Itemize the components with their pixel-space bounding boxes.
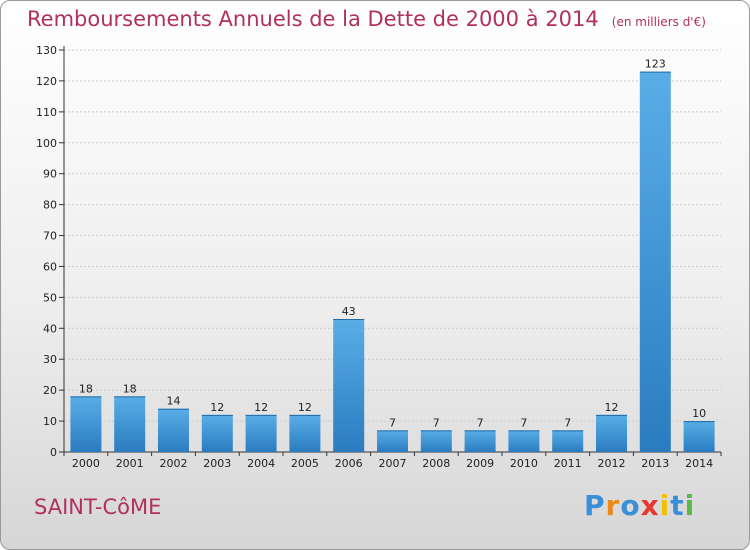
x-tick-label: 2009 [466, 457, 494, 470]
x-tick-label: 2002 [160, 457, 188, 470]
logo-letter: t [670, 489, 685, 522]
y-tick-label: 130 [36, 44, 57, 57]
data-label: 12 [298, 401, 312, 414]
y-tick-label: 90 [43, 168, 57, 181]
bar-2008 [420, 430, 452, 452]
x-tick-label: 2005 [291, 457, 319, 470]
bar-2007 [377, 430, 408, 452]
logo-letter: r [605, 489, 621, 522]
x-tick-label: 2000 [72, 457, 100, 470]
y-tick-label: 60 [43, 260, 57, 273]
axes [59, 46, 722, 456]
data-label: 14 [167, 395, 181, 408]
labels: 0 10 20 30 40 50 60 70 80 90 100 110 120 130 2000 18 200… [36, 44, 713, 470]
logo-letter: i [684, 489, 696, 522]
bar-2002 [158, 408, 189, 452]
x-tick-label: 2001 [116, 457, 144, 470]
chart-unit: (en milliers d'€) [611, 15, 706, 29]
x-tick-label: 2014 [685, 457, 713, 470]
logo-letter: i [659, 489, 671, 522]
data-label: 12 [605, 401, 619, 414]
data-label: 18 [123, 382, 137, 395]
bars [70, 71, 715, 453]
bar-2014 [683, 421, 715, 452]
x-tick-label: 2012 [598, 457, 626, 470]
data-label: 7 [477, 416, 484, 429]
data-label: 7 [433, 416, 440, 429]
data-label: 12 [254, 401, 268, 414]
y-tick-label: 120 [36, 75, 57, 88]
bar-2013 [639, 71, 671, 453]
x-tick-label: 2011 [554, 457, 582, 470]
chart-header: Remboursements Annuels de la Dette de 20… [27, 7, 706, 31]
commune-name: SAINT-CôME [34, 495, 162, 519]
grid-lines [64, 49, 721, 453]
data-label: 12 [210, 401, 224, 414]
x-tick-label: 2010 [510, 457, 538, 470]
data-label: 7 [564, 416, 571, 429]
bar-2011 [552, 430, 584, 452]
y-tick-label: 50 [43, 291, 57, 304]
y-tick-label: 20 [43, 384, 57, 397]
x-tick-label: 2006 [335, 457, 363, 470]
data-label: 7 [520, 416, 527, 429]
bar-2006 [333, 319, 365, 452]
logo-letter: o [620, 489, 641, 522]
y-tick-label: 100 [36, 137, 57, 150]
y-tick-label: 0 [50, 446, 57, 459]
bar-2003 [201, 414, 233, 452]
x-tick-label: 2003 [203, 457, 231, 470]
logo-letter: P [584, 489, 606, 522]
logo-letter: x [640, 489, 660, 522]
proxiti-logo: Proxiti [584, 489, 695, 522]
bar-2004 [245, 414, 277, 452]
data-label: 43 [342, 305, 356, 318]
y-tick-label: 30 [43, 353, 57, 366]
y-tick-label: 80 [43, 199, 57, 212]
bar-2005 [289, 414, 321, 452]
bar-2000 [70, 396, 102, 452]
x-tick-label: 2013 [641, 457, 669, 470]
x-tick-label: 2008 [422, 457, 450, 470]
x-tick-label: 2004 [247, 457, 275, 470]
data-label: 123 [645, 58, 666, 71]
y-tick-label: 70 [43, 230, 57, 243]
bar-2012 [596, 414, 627, 452]
data-label: 18 [79, 382, 93, 395]
data-label: 10 [692, 407, 706, 420]
data-label: 7 [389, 416, 396, 429]
bar-2009 [464, 430, 496, 452]
bar-2001 [114, 396, 146, 452]
y-tick-label: 110 [36, 106, 57, 119]
y-tick-label: 10 [43, 415, 57, 428]
x-tick-label: 2007 [379, 457, 407, 470]
chart-title: Remboursements Annuels de la Dette de 20… [27, 7, 599, 31]
bar-2010 [508, 430, 540, 452]
y-tick-label: 40 [43, 322, 57, 335]
